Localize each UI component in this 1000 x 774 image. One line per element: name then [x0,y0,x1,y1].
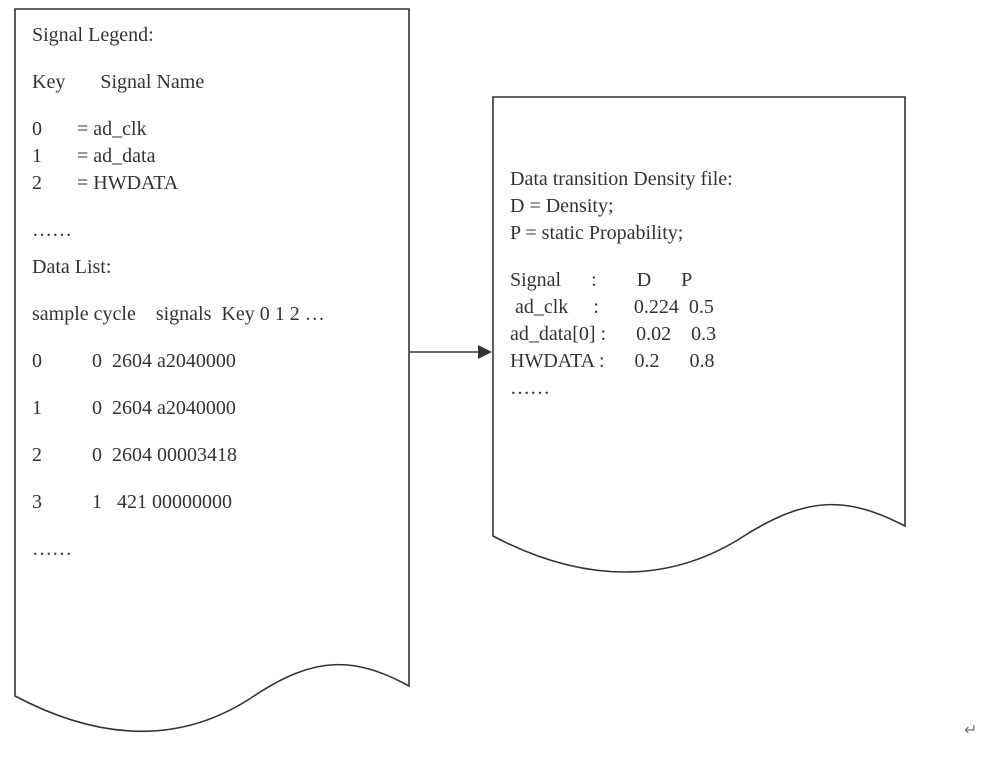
density-file-title: Data transition Density file: [510,166,888,193]
col-d: D [637,269,651,291]
def-probability: P = static Propability; [510,220,888,247]
density-row: ad_clk : 0.224 0.5 [510,294,888,321]
cell-d: 0.02 [636,323,671,345]
data-list-label: Data List: [32,254,392,281]
legend-header: Key Signal Name [32,69,392,96]
data-header-cycle: cycle [94,303,136,325]
cell-sample: 0 [32,350,42,372]
legend-key: 1 [32,145,42,167]
cell-p: 0.8 [690,350,715,372]
right-document: Data transition Density file: D = Densit… [492,96,906,584]
density-row: ad_data[0] : 0.02 0.3 [510,321,888,348]
cell-d: 0.2 [635,350,660,372]
legend-row: 0 = ad_clk [32,116,392,143]
cell-sample: 3 [32,491,42,513]
legend-name: HWDATA [93,172,178,194]
cell-sample: 2 [32,444,42,466]
cell-v1: 2604 [112,444,152,466]
density-header: Signal : D P [510,267,888,294]
cell-v2: a2040000 [157,350,236,372]
col-signal: Signal [510,269,561,291]
col-sep: : [591,269,597,291]
arrow-icon [410,340,492,364]
cell-signal: ad_clk [510,296,568,318]
cell-v1: 421 [117,491,147,513]
data-row: 0 0 2604 a2040000 [32,348,392,375]
signal-legend-title: Signal Legend: [32,22,392,49]
data-header-signals: signals Key 0 1 2 … [156,303,325,325]
legend-name: ad_clk [93,118,146,140]
diagram-canvas: Signal Legend: Key Signal Name 0 = ad_cl… [0,0,1000,774]
col-p: P [681,269,692,291]
cell-p: 0.3 [691,323,716,345]
data-header-sample: sample [32,303,89,325]
legend-key: 0 [32,118,42,140]
cell-v1: 2604 [112,397,152,419]
legend-eq: = [77,145,88,167]
return-glyph: ↵ [964,720,977,740]
density-rows-more: …… [510,375,888,402]
left-document-content: Signal Legend: Key Signal Name 0 = ad_cl… [14,8,410,563]
cell-v2: a2040000 [157,397,236,419]
data-row: 3 1 421 00000000 [32,489,392,516]
legend-key: 2 [32,172,42,194]
legend-name: ad_data [93,145,155,167]
legend-eq: = [77,118,88,140]
cell-sep: : [593,296,599,318]
cell-signal: HWDATA [510,350,594,372]
legend-row: 1 = ad_data [32,143,392,170]
left-document: Signal Legend: Key Signal Name 0 = ad_cl… [14,8,410,754]
cell-v2: 00000000 [152,491,232,513]
legend-header-signal: Signal Name [100,71,204,93]
cell-sample: 1 [32,397,42,419]
def-density: D = Density; [510,193,888,220]
density-row: HWDATA : 0.2 0.8 [510,348,888,375]
data-list-header: sample cycle signals Key 0 1 2 … [32,301,392,328]
legend-eq: = [77,172,88,194]
cell-sep: : [599,350,605,372]
cell-v2: 00003418 [157,444,237,466]
right-document-content: Data transition Density file: D = Densit… [492,96,906,402]
cell-v1: 2604 [112,350,152,372]
data-row: 2 0 2604 00003418 [32,442,392,469]
legend-header-key: Key [32,71,65,93]
cell-sep: : [601,323,607,345]
cell-cycle: 1 [92,491,102,513]
cell-d: 0.224 [634,296,679,318]
data-row: 1 0 2604 a2040000 [32,395,392,422]
cell-signal: ad_data[0] [510,323,596,345]
cell-p: 0.5 [689,296,714,318]
cell-cycle: 0 [92,444,102,466]
legend-more: …… [32,217,392,244]
legend-row: 2 = HWDATA [32,170,392,197]
cell-cycle: 0 [92,350,102,372]
cell-cycle: 0 [92,397,102,419]
data-rows-more: …… [32,536,392,563]
